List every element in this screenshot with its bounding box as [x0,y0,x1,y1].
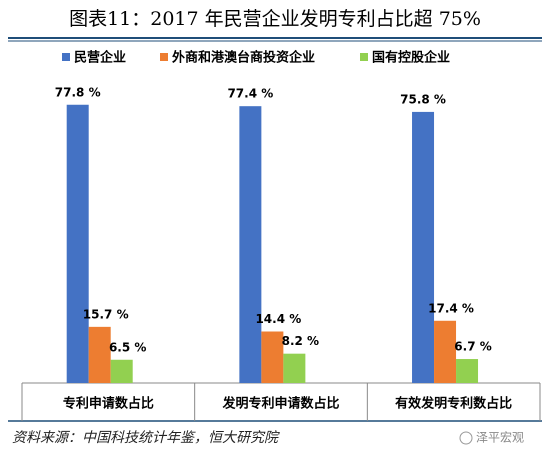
data-label: 6.5 % [109,340,146,354]
legend-label: 民营企业 [74,50,126,66]
legend-swatch [360,53,368,61]
data-label: 75.8 % [400,92,446,106]
bar [283,353,306,383]
watermark-icon [459,431,473,445]
data-label: 77.4 % [227,87,273,101]
legend-swatch [160,53,168,61]
data-label: 8.2 % [282,334,319,348]
data-label: 77.8 % [55,85,101,99]
bar [456,359,479,383]
bar [239,106,262,383]
chart-title: 图表11：2017 年民营企业发明专利占比超 75% [69,8,481,30]
bar [66,104,89,384]
bar [88,326,111,383]
source: 资料来源：中国科技统计年鉴，恒大研究院 [12,430,280,446]
data-label: 17.4 % [428,301,474,315]
x-tick-label: 专利申请数占比 [63,396,154,412]
legend-swatch [62,53,70,61]
bar [434,320,457,383]
x-tick-label: 有效发明专利数占比 [395,396,512,412]
bar [110,359,133,383]
bar [412,111,435,383]
data-label: 15.7 % [83,307,129,321]
data-label: 6.7 % [454,340,491,354]
watermark: 泽平宏观 [476,430,524,445]
data-label: 14.4 % [255,312,301,326]
bar [261,331,284,383]
legend-label: 国有控股企业 [372,50,450,66]
legend-label: 外商和港澳台商投资企业 [171,50,315,66]
x-tick-label: 发明专利申请数占比 [221,396,339,412]
